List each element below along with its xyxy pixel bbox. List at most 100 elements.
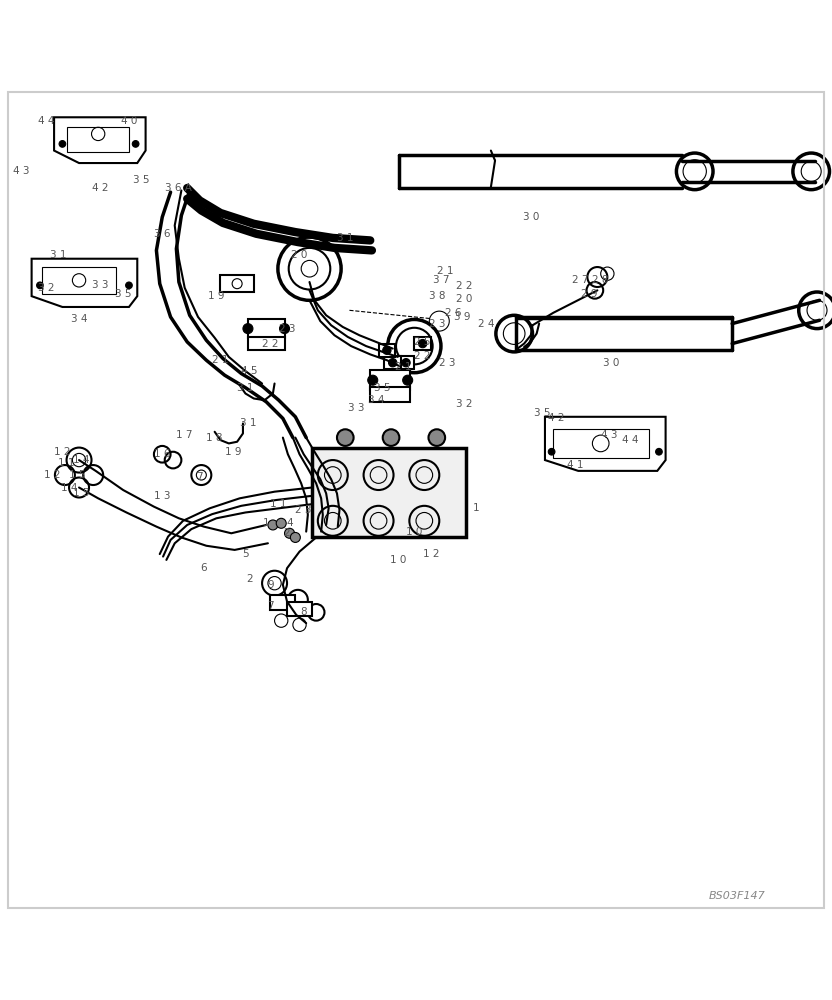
Text: 1 8: 1 8 xyxy=(206,433,223,443)
Bar xyxy=(370,370,410,390)
Text: 1 4: 1 4 xyxy=(61,483,77,493)
Text: 6: 6 xyxy=(201,563,207,573)
Text: 4 4: 4 4 xyxy=(622,435,639,445)
Text: 3 9: 3 9 xyxy=(453,312,470,322)
Text: 1 2: 1 2 xyxy=(423,549,439,559)
Circle shape xyxy=(403,375,413,385)
Text: 2 6: 2 6 xyxy=(445,308,462,318)
Bar xyxy=(248,319,285,338)
Text: 4 0: 4 0 xyxy=(121,116,137,126)
Circle shape xyxy=(548,448,555,455)
Bar xyxy=(220,275,254,292)
Text: 1 1: 1 1 xyxy=(58,458,75,468)
Text: 3 6 A: 3 6 A xyxy=(166,183,192,193)
Text: 3 5: 3 5 xyxy=(133,175,150,185)
Text: 2 3: 2 3 xyxy=(428,319,445,329)
Text: 3 1: 3 1 xyxy=(240,418,256,428)
Text: 4 5: 4 5 xyxy=(241,366,258,376)
Text: 3 4: 3 4 xyxy=(71,314,87,324)
Ellipse shape xyxy=(289,248,330,290)
Text: 1: 1 xyxy=(263,518,270,528)
Text: 4 2: 4 2 xyxy=(547,413,564,423)
Circle shape xyxy=(276,518,286,528)
Text: 4 1: 4 1 xyxy=(567,460,584,470)
Text: 8: 8 xyxy=(300,607,307,617)
Text: 1 4: 1 4 xyxy=(73,455,90,465)
Circle shape xyxy=(368,375,378,385)
Bar xyxy=(42,267,116,294)
Ellipse shape xyxy=(807,300,827,320)
Text: 3 3: 3 3 xyxy=(92,280,108,290)
Polygon shape xyxy=(545,417,666,471)
Circle shape xyxy=(389,359,397,367)
Circle shape xyxy=(126,282,132,289)
Text: 1 9: 1 9 xyxy=(208,291,225,301)
Text: 2 0: 2 0 xyxy=(291,250,308,260)
Text: 3 4: 3 4 xyxy=(368,395,384,405)
Ellipse shape xyxy=(799,292,832,329)
Text: 2 3: 2 3 xyxy=(279,324,295,334)
Circle shape xyxy=(337,429,354,446)
Text: 2 3: 2 3 xyxy=(439,358,456,368)
Text: 2 0: 2 0 xyxy=(456,294,473,304)
Text: 2 1: 2 1 xyxy=(212,355,229,365)
Ellipse shape xyxy=(503,323,525,344)
Text: 3 0: 3 0 xyxy=(522,212,539,222)
Text: 4 3: 4 3 xyxy=(601,430,617,440)
Text: 3 6: 3 6 xyxy=(154,229,171,239)
Text: 5: 5 xyxy=(242,549,249,559)
Text: 3 5: 3 5 xyxy=(534,408,551,418)
Ellipse shape xyxy=(801,161,821,181)
Text: 3 8: 3 8 xyxy=(428,291,445,301)
Text: 1 5: 1 5 xyxy=(73,488,90,498)
Text: 3 1: 3 1 xyxy=(50,250,67,260)
Text: 1 1: 1 1 xyxy=(270,499,287,509)
Text: 2 3: 2 3 xyxy=(295,505,312,515)
Circle shape xyxy=(402,359,410,367)
Text: 3 2: 3 2 xyxy=(456,399,473,409)
Bar xyxy=(384,356,401,369)
Text: 1 5: 1 5 xyxy=(69,470,86,480)
Ellipse shape xyxy=(683,160,706,183)
Text: 3 3: 3 3 xyxy=(348,403,364,413)
Text: 9: 9 xyxy=(267,580,274,590)
Text: 2 7: 2 7 xyxy=(572,275,589,285)
Text: 1 0: 1 0 xyxy=(406,527,423,537)
Text: 4 3: 4 3 xyxy=(12,166,29,176)
Circle shape xyxy=(280,324,290,334)
Text: 1 2: 1 2 xyxy=(44,470,61,480)
Bar xyxy=(553,429,649,458)
Polygon shape xyxy=(54,117,146,163)
Text: 2: 2 xyxy=(284,528,290,538)
Circle shape xyxy=(428,429,445,446)
Circle shape xyxy=(243,324,253,334)
Text: 2 2: 2 2 xyxy=(262,339,279,349)
Bar xyxy=(312,448,466,537)
Ellipse shape xyxy=(301,260,318,277)
Polygon shape xyxy=(32,259,137,307)
Ellipse shape xyxy=(793,153,830,190)
Circle shape xyxy=(132,141,139,147)
Text: 3 7: 3 7 xyxy=(433,275,449,285)
Text: 2 2: 2 2 xyxy=(456,281,473,291)
Circle shape xyxy=(656,448,662,455)
Text: 2 2: 2 2 xyxy=(414,351,431,361)
Circle shape xyxy=(290,532,300,542)
Text: 3 1: 3 1 xyxy=(237,383,254,393)
Text: 3 5: 3 5 xyxy=(374,383,391,393)
Text: 1 3: 1 3 xyxy=(154,491,171,501)
Text: 7: 7 xyxy=(196,472,203,482)
Text: 1 6: 1 6 xyxy=(154,449,171,459)
Text: 2 1: 2 1 xyxy=(437,266,453,276)
Text: 1 9: 1 9 xyxy=(225,447,241,457)
Text: 3 2: 3 2 xyxy=(37,283,54,293)
Text: 4 2: 4 2 xyxy=(92,183,108,193)
Text: 3 5: 3 5 xyxy=(115,289,131,299)
Text: 1 2: 1 2 xyxy=(54,447,71,457)
Text: 4 4: 4 4 xyxy=(37,116,54,126)
Bar xyxy=(248,337,285,350)
Bar xyxy=(398,356,414,369)
Text: 2 8: 2 8 xyxy=(592,275,609,285)
Bar xyxy=(370,387,410,402)
Ellipse shape xyxy=(388,319,441,373)
